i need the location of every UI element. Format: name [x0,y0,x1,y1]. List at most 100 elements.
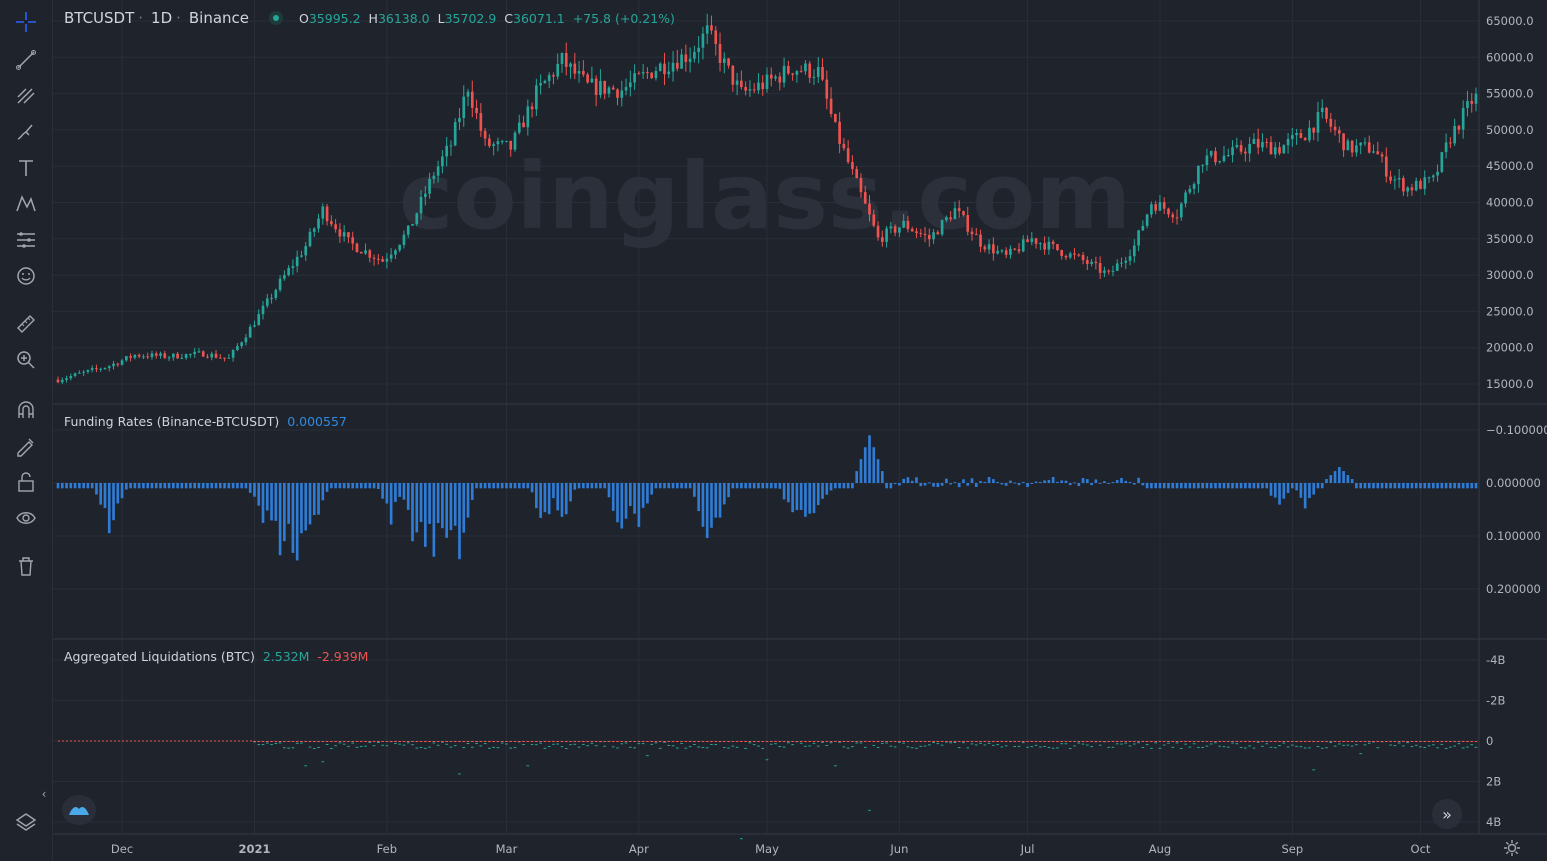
eye-icon[interactable] [10,504,42,532]
coinglass-logo-icon[interactable] [62,795,96,825]
candle-body [218,357,222,359]
liquidation-short-bar [1158,741,1162,742]
liquidation-long-bar [381,744,384,746]
funding-bar [1286,483,1290,494]
liquidation-long-bar [650,743,654,745]
liquidation-short-bar [603,741,607,742]
liquidation-short-bar [624,741,628,742]
funding-title[interactable]: Funding Rates (Binance-BTCUSDT) [64,414,280,429]
candle-body [740,80,743,88]
liquidation-long-bar [1338,743,1341,745]
funding-tick-label: −0.100000 [1486,423,1547,437]
ruler-icon[interactable] [10,310,42,338]
emoji-icon[interactable] [10,262,42,290]
funding-bar [488,483,491,489]
liquidation-short-bar [1013,741,1017,742]
liquidation-long-bar [1308,747,1311,749]
liquidation-short-bar [321,741,325,742]
liquidation-short-bar [334,741,337,742]
liquidation-long-bar [705,747,709,749]
candle-body [718,43,722,64]
liquidation-tick-label: 4B [1486,815,1501,829]
liquidation-short-bar [1004,741,1008,742]
liquidation-short-bar [607,741,611,742]
funding-bar [505,483,508,489]
symbol-name[interactable]: BTCUSDT [64,9,135,27]
liquidation-long-bar [364,745,367,747]
layers-icon[interactable] [10,808,42,836]
candle-body [851,162,854,169]
liquidation-short-bar [295,741,299,742]
trend-line-icon[interactable] [10,46,42,74]
candle-body [1329,118,1333,127]
liquidation-short-bar [569,741,572,742]
candle-body [1222,155,1226,162]
liquidation-short-bar [1034,741,1038,742]
liquidation-long-bar [962,742,965,744]
liquidation-long-bar [351,742,355,744]
price-tick-label: 55000.0 [1486,87,1534,101]
collapse-toolbar-icon[interactable]: ‹ [41,787,47,801]
candle-body [513,132,517,150]
prediction-icon[interactable] [10,226,42,254]
funding-bar [927,482,931,484]
candle-body [1150,204,1153,215]
pitchfork-icon[interactable] [10,82,42,110]
candle-body [637,73,641,75]
scroll-to-realtime-button[interactable]: » [1432,799,1462,829]
candle-body [966,215,970,232]
liquidation-long-bar [902,742,905,744]
zoom-in-icon[interactable] [10,346,42,374]
candle-body [1064,255,1068,258]
liquidation-long-bar [761,747,765,749]
liquidation-long-bar [1248,745,1251,747]
liquidation-long-bar [1175,742,1179,744]
crosshair-icon[interactable] [10,8,42,36]
funding-bar [825,483,829,495]
liquidation-long-bar [697,746,700,748]
funding-bar [265,483,269,511]
funding-bar [915,477,918,483]
liquidation-short-bar [1175,741,1179,742]
liquidation-short-bar [1094,741,1098,742]
liquidation-long-bar [308,746,312,748]
liquidation-short-bar [1316,741,1320,742]
liquidation-long-bar [1295,745,1298,747]
drawing-toolbar: ‹ [0,0,53,861]
pattern-icon[interactable] [10,190,42,218]
liquidation-long-bar [1141,746,1145,748]
liquidation-title[interactable]: Aggregated Liquidations (BTC) [64,649,255,664]
funding-bar [1372,483,1375,489]
funding-bar [787,483,790,503]
candle-body [99,368,103,370]
liquidation-short-bar [1073,741,1076,742]
funding-bar [411,483,414,542]
liquidation-long-bar [799,742,803,744]
liquidation-long-bar [1406,742,1409,744]
settings-gear-icon[interactable] [1503,839,1521,857]
magnet-icon[interactable] [10,396,42,424]
trash-icon[interactable] [10,552,42,580]
liquidation-short-bar [688,741,692,742]
interval[interactable]: 1D [151,9,173,27]
liquidation-long-bar [1419,746,1422,748]
funding-bar [1150,483,1153,489]
unlock-icon[interactable] [10,468,42,496]
high-label: H [368,11,378,26]
funding-bar [449,483,453,531]
funding-bar [479,483,483,489]
liquidation-short-bar [1124,741,1128,742]
lock-drawing-icon[interactable] [10,432,42,460]
text-icon[interactable] [10,154,42,182]
liquidation-short-bar [1009,741,1012,742]
candle-body [1440,152,1444,172]
funding-bar [603,483,607,489]
liquidation-short-bar [1291,741,1294,742]
brush-icon[interactable] [10,118,42,146]
funding-tick-label: 0.100000 [1486,529,1541,543]
funding-bar [846,483,850,489]
liquidation-short-bar [1132,741,1136,742]
liquidation-long-bar [492,746,495,748]
funding-bar [223,483,226,489]
